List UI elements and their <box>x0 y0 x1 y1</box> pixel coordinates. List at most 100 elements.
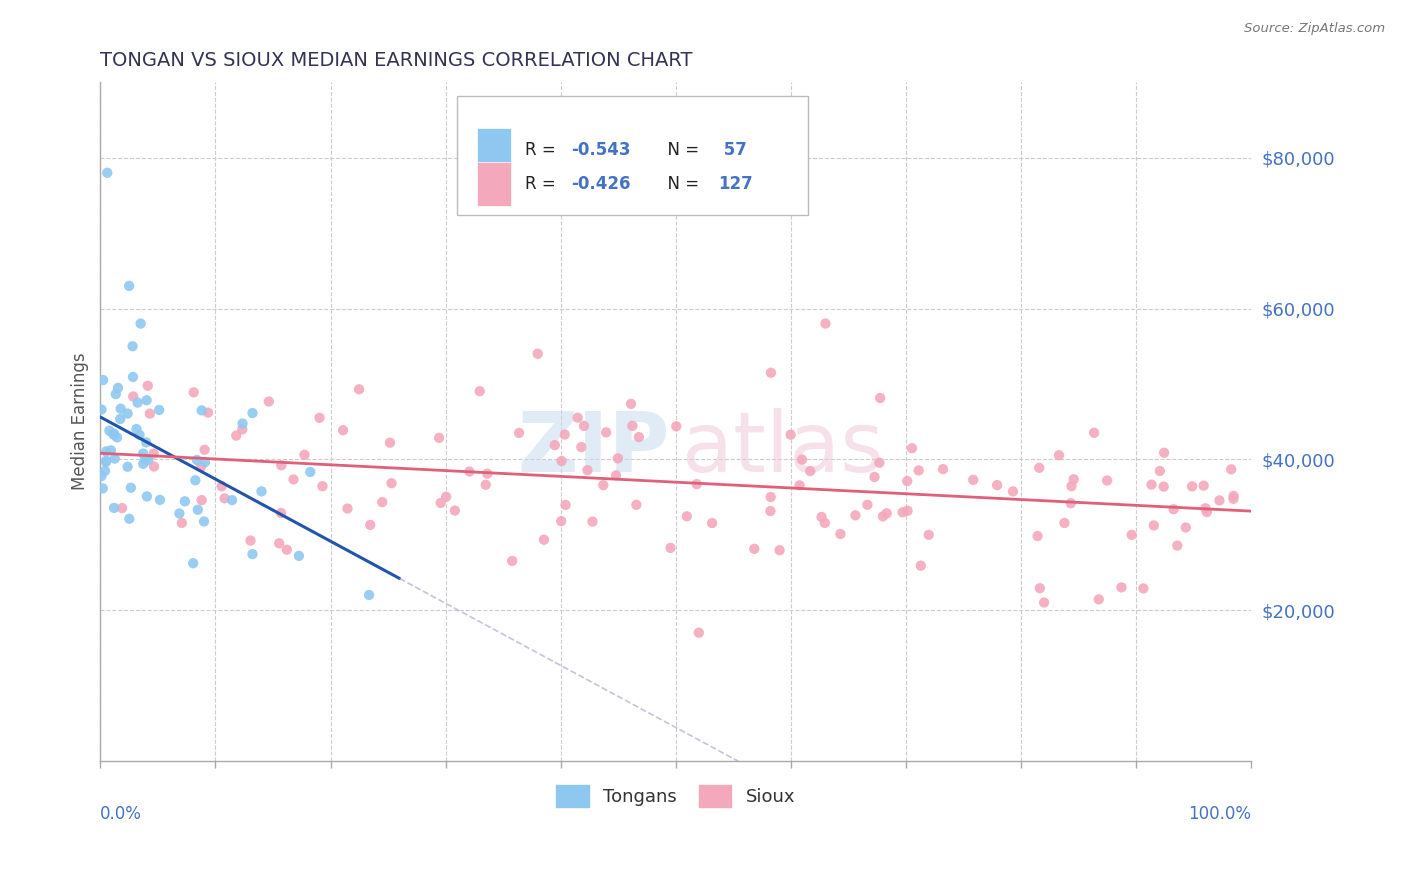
Point <box>378 435 401 450</box>
Point <box>90 402 112 417</box>
Point <box>1047 448 1070 462</box>
Point <box>1220 462 1243 476</box>
Point <box>1132 582 1154 596</box>
Point <box>901 441 924 455</box>
Point <box>299 465 322 479</box>
Point <box>190 493 212 508</box>
Point <box>359 588 381 602</box>
Point <box>380 476 402 491</box>
Point <box>907 463 929 477</box>
Point <box>96 453 118 467</box>
Point <box>576 463 599 477</box>
Point <box>605 468 627 483</box>
Point <box>1060 496 1083 510</box>
Point <box>135 393 157 408</box>
Text: 57: 57 <box>718 141 747 159</box>
Point <box>128 428 150 442</box>
Point <box>626 498 648 512</box>
Point <box>294 448 316 462</box>
Point <box>686 477 709 491</box>
Point <box>554 498 576 512</box>
Point <box>270 506 292 520</box>
Point <box>1143 518 1166 533</box>
Point <box>135 435 157 450</box>
Point <box>1053 516 1076 530</box>
Text: N =: N = <box>658 141 704 159</box>
Bar <box>477 128 512 172</box>
Point <box>91 481 114 495</box>
Point <box>1095 474 1118 488</box>
Point <box>107 381 129 395</box>
Point <box>91 373 114 387</box>
Point <box>276 542 298 557</box>
Point <box>111 501 134 516</box>
Point <box>103 500 125 515</box>
Point <box>173 494 195 508</box>
Point <box>193 515 215 529</box>
Point <box>270 458 292 473</box>
Point <box>468 384 491 399</box>
Point <box>105 430 128 444</box>
Point <box>759 490 782 504</box>
Point <box>814 516 837 530</box>
Point <box>621 418 644 433</box>
Point <box>606 451 628 466</box>
Point <box>1033 595 1056 609</box>
Point <box>225 428 247 442</box>
Point <box>581 515 603 529</box>
Point <box>533 533 555 547</box>
Point <box>181 556 204 570</box>
Point <box>986 478 1008 492</box>
Point <box>443 503 465 517</box>
Point <box>269 536 291 550</box>
Point <box>550 454 572 468</box>
Point <box>1028 460 1050 475</box>
Text: 0.0%: 0.0% <box>100 805 142 823</box>
Point <box>125 422 148 436</box>
Point <box>814 317 837 331</box>
Point <box>129 317 152 331</box>
Point <box>700 516 723 530</box>
Point <box>544 438 567 452</box>
Point <box>1121 528 1143 542</box>
Point <box>184 473 207 487</box>
Point <box>117 459 139 474</box>
Point <box>96 166 118 180</box>
Point <box>790 452 813 467</box>
Point <box>1026 529 1049 543</box>
Point <box>132 446 155 460</box>
Point <box>288 549 311 563</box>
Point <box>1029 581 1052 595</box>
Text: R =: R = <box>524 141 561 159</box>
Point <box>567 410 589 425</box>
Point <box>336 501 359 516</box>
Point <box>110 401 132 416</box>
Point <box>94 455 117 469</box>
Y-axis label: Median Earnings: Median Earnings <box>72 352 89 491</box>
Point <box>170 516 193 530</box>
Point <box>810 510 832 524</box>
Point <box>526 347 548 361</box>
Text: 100.0%: 100.0% <box>1188 805 1251 823</box>
Point <box>1001 484 1024 499</box>
Point <box>1181 479 1204 493</box>
Point <box>872 509 894 524</box>
Point <box>863 470 886 484</box>
Point <box>675 509 697 524</box>
Text: ZIP: ZIP <box>517 409 671 489</box>
Point <box>550 514 572 528</box>
Point <box>190 403 212 417</box>
Point <box>190 460 212 475</box>
Point <box>211 479 233 493</box>
Point <box>844 508 866 523</box>
Point <box>569 440 592 454</box>
Text: TONGAN VS SIOUX MEDIAN EARNINGS CORRELATION CHART: TONGAN VS SIOUX MEDIAN EARNINGS CORRELAT… <box>100 51 693 70</box>
Point <box>332 423 354 437</box>
Point <box>868 456 890 470</box>
Point <box>742 541 765 556</box>
Point <box>876 507 898 521</box>
Point <box>121 339 143 353</box>
Point <box>127 395 149 409</box>
Point <box>1087 592 1109 607</box>
Point <box>142 447 165 461</box>
